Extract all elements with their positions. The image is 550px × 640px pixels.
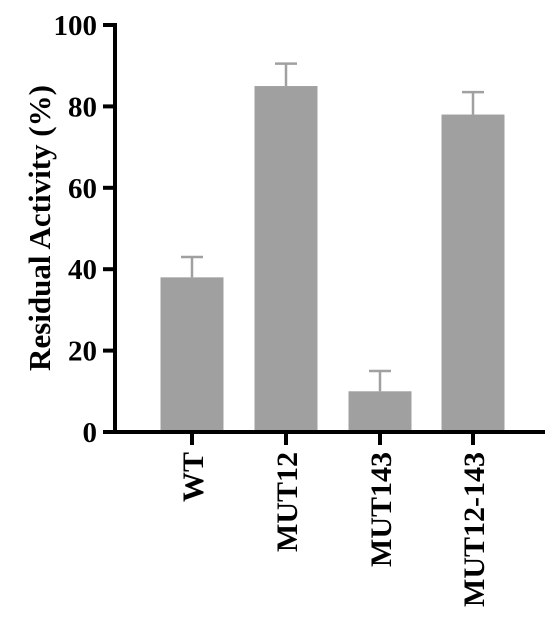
bar-mut12-143: [441, 114, 505, 432]
error-bar-mut12: [275, 62, 297, 87]
bars-layer: [160, 86, 505, 433]
error-bars-layer: [181, 62, 484, 392]
y-tick-label: 20: [68, 336, 97, 368]
y-axis-label: Residual Activity (%): [22, 85, 57, 371]
y-ticks-layer: 0 20 40 60 80 100: [54, 10, 115, 449]
y-tick-label: 40: [68, 254, 97, 286]
bar-wt: [160, 277, 224, 432]
y-tick-label: 60: [68, 173, 97, 205]
bar-mut12: [254, 86, 318, 433]
x-tick-label-mut143: MUT143: [365, 452, 398, 567]
bar-mut143: [348, 391, 412, 432]
error-bar-mut143: [369, 369, 391, 392]
y-tick-label: 0: [83, 417, 98, 449]
error-bar-mut12-143: [462, 90, 484, 115]
error-bar-wt: [181, 255, 203, 278]
x-tick-label-mut12: MUT12: [271, 452, 304, 552]
x-tick-label-mut12-143: MUT12-143: [458, 452, 491, 607]
y-tick-label: 100: [54, 10, 98, 42]
y-tick-label: 80: [68, 91, 97, 123]
x-ticks-layer: WT MUT12 MUT143 MUT12-143: [177, 432, 491, 607]
x-tick-label-wt: WT: [177, 452, 210, 502]
